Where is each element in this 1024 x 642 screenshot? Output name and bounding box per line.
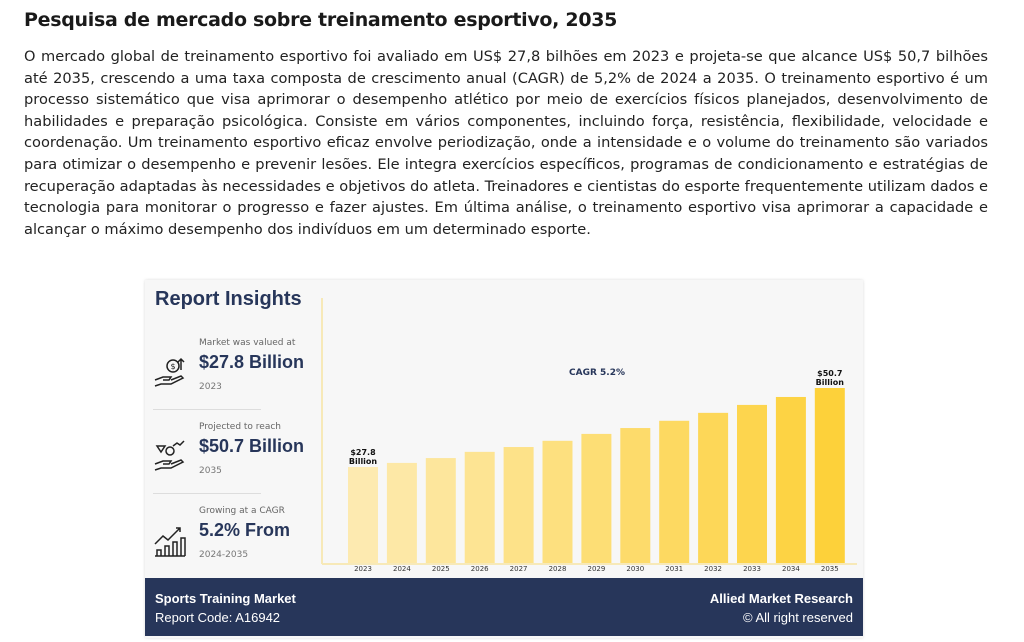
x-tick-label: 2023 [354, 565, 372, 573]
bar-2033 [737, 404, 767, 563]
bar-2025 [425, 458, 456, 563]
money-hand-icon: $ [154, 357, 185, 387]
bar-2029 [581, 433, 612, 563]
stat-value: $50.7 Billion [199, 436, 305, 456]
x-tick-label: 2031 [665, 565, 683, 573]
growth-chart-icon [154, 527, 186, 557]
stat-year: 2024-2035 [199, 550, 249, 560]
x-tick-label: 2030 [626, 565, 644, 573]
x-tick-label: 2028 [549, 565, 567, 573]
stat-value: $27.8 Billion [199, 352, 305, 372]
stat-year: 2023 [199, 382, 222, 392]
data-label: $27.8 [350, 448, 376, 457]
stat-value: 5.2% From [199, 520, 291, 540]
footer-banner: Sports Training Market Report Code: A169… [145, 578, 863, 636]
x-tick-label: 2026 [471, 565, 489, 573]
divider [153, 409, 261, 410]
data-label: Billion [349, 457, 378, 466]
publisher-name: Allied Market Research [709, 591, 853, 606]
copyright: © All right reserved [742, 610, 853, 625]
data-label: $50.7 [817, 369, 842, 378]
page-title: Pesquisa de mercado sobre treinamento es… [24, 9, 618, 31]
svg-text:$: $ [171, 362, 176, 371]
bar-2026 [464, 451, 495, 563]
chart-title: CAGR 5.2% [569, 368, 625, 378]
stat-label: Market was valued at [199, 338, 296, 348]
bar-2030 [620, 428, 651, 563]
stat-label: Projected to reach [199, 422, 282, 432]
x-tick-label: 2033 [743, 565, 761, 573]
bar-2035 [814, 388, 845, 563]
data-label: Billion [816, 378, 845, 387]
market-name: Sports Training Market [155, 591, 296, 606]
bar-2028 [542, 440, 573, 563]
card-heading: Report Insights [155, 288, 302, 310]
bar-2027 [503, 447, 534, 563]
report-insights-card: Report Insights $ Market was valued at $… [145, 280, 863, 638]
x-tick-label: 2024 [393, 565, 411, 573]
bar-2034 [775, 396, 806, 563]
x-tick-label: 2029 [587, 565, 605, 573]
stat-year: 2035 [199, 466, 222, 476]
divider [153, 493, 261, 494]
x-tick-label: 2025 [432, 565, 450, 573]
x-tick-label: 2027 [510, 565, 528, 573]
bar-2032 [698, 412, 729, 563]
description-paragraph: O mercado global de treinamento esportiv… [24, 48, 988, 238]
diamond-hand-icon [154, 440, 185, 471]
x-tick-label: 2034 [782, 565, 800, 573]
x-tick-label: 2032 [704, 565, 722, 573]
stat-label: Growing at a CAGR [199, 506, 285, 516]
report-code: Report Code: A16942 [155, 610, 281, 625]
bar-2024 [386, 462, 417, 563]
bar-2023 [348, 467, 378, 563]
x-tick-label: 2035 [821, 565, 839, 573]
bar-2031 [659, 420, 690, 563]
